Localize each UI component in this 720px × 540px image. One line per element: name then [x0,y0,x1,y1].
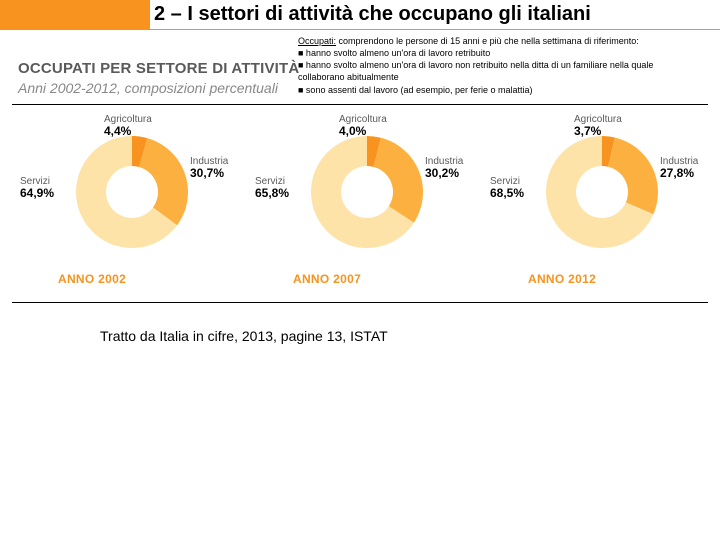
definition-bullet-3: ■ sono assenti dal lavoro (ad esempio, p… [298,85,533,95]
divider-top [12,104,708,105]
label-servizi: Servizi 65,8% [255,176,289,200]
page-title: 2 – I settori di attività che occupano g… [150,0,720,30]
sector-pct: 27,8% [660,167,698,180]
section-title: OCCUPATI PER SETTORE DI ATTIVITÀ [18,60,299,77]
chart-2007: Agricoltura 4,0% Industria 30,2% Servizi… [247,112,473,298]
donut-2007 [307,132,427,252]
sector-pct: 30,2% [425,167,463,180]
sector-pct: 64,9% [20,187,54,200]
donut-2012 [542,132,662,252]
sector-pct: 30,7% [190,167,228,180]
year-label: ANNO 2012 [528,272,596,286]
definition-lead: Occupati: [298,36,336,46]
title-bar: 2 – I settori di attività che occupano g… [0,0,720,30]
section-subtitle: Anni 2002-2012, composizioni percentuali [18,80,278,96]
label-industria: Industria 27,8% [660,156,698,180]
source-citation: Tratto da Italia in cifre, 2013, pagine … [100,328,388,344]
label-servizi: Servizi 68,5% [490,176,524,200]
definition-bullet-2: ■ hanno svolto almeno un'ora di lavoro n… [298,60,653,82]
label-servizi: Servizi 64,9% [20,176,54,200]
chart-2012: Agricoltura 3,7% Industria 27,8% Servizi… [482,112,708,298]
title-accent-block [0,0,150,30]
definition-text: comprendono le persone di 15 anni e più … [336,36,639,46]
year-label: ANNO 2002 [58,272,126,286]
sector-pct: 65,8% [255,187,289,200]
label-industria: Industria 30,2% [425,156,463,180]
donut-2002 [72,132,192,252]
divider-bottom [12,302,708,303]
definition-bullet-1: ■ hanno svolto almeno un'ora di lavoro r… [298,48,490,58]
charts-row: Agricoltura 4,4% Industria 30,7% Servizi… [12,112,708,298]
sector-pct: 68,5% [490,187,524,200]
label-industria: Industria 30,7% [190,156,228,180]
year-label: ANNO 2007 [293,272,361,286]
chart-2002: Agricoltura 4,4% Industria 30,7% Servizi… [12,112,238,298]
definition-box: Occupati: comprendono le persone di 15 a… [298,35,698,96]
